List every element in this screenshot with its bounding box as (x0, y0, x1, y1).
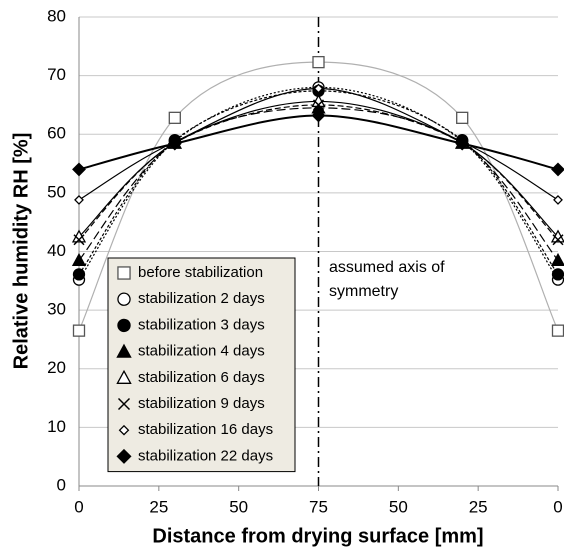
y-axis-title: Relative humidity RH [%] (10, 133, 32, 370)
x-tick-label: 0 (74, 497, 83, 516)
marker (168, 111, 181, 124)
marker (456, 111, 469, 124)
legend-marker (117, 292, 131, 306)
marker (72, 324, 86, 337)
legend-label: stabilization 3 days (138, 316, 265, 333)
marker (313, 83, 324, 94)
marker (74, 194, 84, 205)
x-tick-label: 75 (309, 497, 328, 516)
legend-marker (116, 448, 132, 464)
annotation: assumed axis of symmetry (329, 259, 445, 300)
legend-label: stabilization 9 days (138, 395, 265, 412)
legend-label: stabilization 6 days (138, 369, 265, 386)
x-tick-label: 50 (229, 497, 248, 516)
y-tick-label: 40 (47, 241, 66, 260)
legend-marker (117, 318, 131, 333)
y-tick-label: 30 (47, 300, 66, 319)
legend-marker (116, 343, 132, 358)
marker (550, 252, 564, 266)
y-tick-label: 0 (57, 475, 66, 494)
marker (73, 234, 85, 246)
marker (72, 268, 86, 281)
marker (551, 162, 564, 177)
legend-label: stabilization 22 days (138, 447, 273, 464)
y-tick-label: 50 (47, 182, 66, 201)
x-tick-label: 50 (389, 497, 408, 516)
marker (167, 136, 182, 151)
legend-label: stabilization 4 days (138, 343, 265, 360)
legend-label: stabilization 2 days (138, 290, 265, 307)
marker (552, 234, 564, 246)
x-tick-label: 0 (553, 497, 562, 516)
marker (455, 136, 470, 151)
legend-label: before stabilization (138, 264, 263, 281)
series-line (78, 104, 559, 241)
y-tick-label: 60 (47, 124, 66, 143)
legend-label: stabilization 16 days (138, 421, 273, 438)
legend-marker (117, 397, 131, 411)
x-axis-title: Distance from drying surface [mm] (152, 525, 483, 547)
legend-marker (118, 424, 130, 436)
y-tick-label: 80 (47, 6, 66, 25)
marker (551, 268, 564, 281)
y-tick-label: 20 (47, 358, 66, 377)
y-tick-label: 70 (47, 65, 66, 84)
x-tick-label: 25 (469, 497, 488, 516)
marker (551, 324, 564, 337)
marker (312, 99, 325, 111)
legend-marker (116, 369, 132, 384)
marker (71, 252, 87, 266)
legend: before stabilization stabilization 2 days… (107, 257, 296, 473)
marker (553, 194, 563, 205)
marker (312, 55, 325, 69)
marker (72, 162, 86, 177)
legend-box (107, 257, 296, 473)
x-tick-label: 25 (149, 497, 168, 516)
y-tick-label: 10 (47, 417, 66, 436)
legend-marker (117, 266, 131, 280)
marker (311, 108, 326, 123)
